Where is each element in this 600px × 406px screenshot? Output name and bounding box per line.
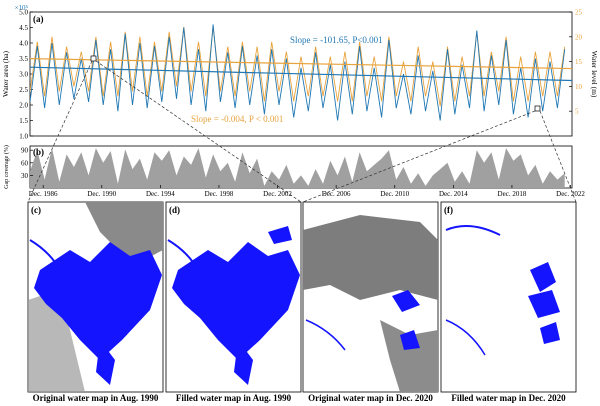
map-f-water-patch-2 [528, 290, 560, 318]
connector-dec-2020-left [302, 110, 536, 203]
panel-f-label: (f) [444, 205, 453, 215]
map-e-gap-region [303, 215, 438, 300]
water-area-slope-annotation: Slope = -101.65, P<0.001 [290, 35, 383, 45]
map-d-river [167, 239, 199, 271]
map-f-frame [440, 201, 577, 393]
map-d-water-body [172, 242, 300, 360]
aug-1990-marker [90, 55, 97, 62]
panel-a-y2label: Water level (m) [590, 51, 599, 98]
panel-b-x-tick-label: Dec. 1998 [205, 190, 234, 198]
panel-b-left-axis: 30 60 90 [21, 147, 33, 180]
connector-aug-1990-left [27, 60, 93, 203]
map-e-water-patch-2 [400, 330, 420, 350]
map-c-river [29, 239, 61, 271]
panel-e-label: (e) [306, 205, 316, 215]
water-level-slope-annotation: Slope = -0.004, P < 0.001 [191, 114, 283, 124]
connector-aug-1990-right [95, 60, 302, 203]
water-area-series-line [30, 24, 566, 121]
connector-lines [27, 60, 577, 203]
connector-dec-2020-right [539, 110, 577, 203]
map-c-caption: Original water map in Aug. 1990 [32, 393, 159, 403]
panel-b-x-tick-label: Dec. 2018 [498, 190, 527, 198]
map-d-water-lobe [234, 340, 253, 385]
panel-b-x-tick-label: Dec. 2002 [263, 190, 292, 198]
panel-a-exponent: ×10⁵ [15, 4, 29, 12]
panel-b-ylabel: Gap coverage (%) [3, 145, 10, 189]
panel-b-left-tick-label: 30 [21, 172, 29, 180]
panel-b-x-tick-label: Dec. 2010 [380, 190, 409, 198]
panel-b-x-tick-label: Dec. 1986 [29, 190, 58, 198]
map-panel-c: (c) [27, 201, 164, 393]
panel-d-label: (d) [169, 205, 180, 215]
panel-a-left-tick-label: 3.0 [19, 71, 28, 79]
panel-a-left-tick-label: 3.5 [19, 55, 28, 63]
panel-a: 1.0 1.5 2.0 2.5 3.0 3.5 4.0 4.5 5.0 5 10 15 20 25 (a… [1, 4, 599, 141]
panel-a-ylabel: Water area (ha) [1, 50, 10, 97]
panel-a-left-tick-label: 5.0 [19, 9, 28, 17]
map-f-river-upper [445, 225, 501, 236]
map-f-caption: Filled water map in Dec. 2020 [451, 393, 566, 403]
map-e-river [305, 319, 346, 351]
panel-a-right-tick-label: 10 [575, 83, 583, 91]
dec-2020-marker [534, 105, 541, 112]
map-panel-e: (e) [302, 201, 439, 393]
panel-a-right-tick-label: 20 [575, 33, 583, 41]
map-c-water-body [34, 242, 162, 360]
panel-b-x-tick-label: Dec. 2022 [556, 190, 585, 198]
panel-a-label: (a) [33, 14, 44, 24]
water-area-trend-line [30, 66, 572, 82]
panel-b-x-axis: Dec. 1986 Dec. 1990 Dec. 1994 Dec. 1998 Dec.… [29, 185, 585, 198]
water-level-trend-line [30, 58, 572, 70]
map-panel-d: (d) [165, 201, 302, 393]
panel-b-left-tick-label: 60 [21, 159, 29, 167]
map-d-caption: Filled water map in Aug. 1990 [175, 393, 292, 403]
panel-b-x-tick-label: Dec. 1994 [146, 190, 175, 198]
panel-b-label: (b) [33, 147, 44, 157]
map-c-water-lobe [96, 340, 115, 385]
panel-a-right-tick-label: 15 [575, 58, 583, 66]
panel-a-right-tick-label: 5 [575, 108, 579, 116]
map-d-water-patch [268, 226, 292, 244]
panel-a-left-tick-label: 2.0 [19, 102, 28, 110]
map-e-gap-region-lower [380, 320, 438, 392]
panel-b-x-tick-label: Dec. 2014 [439, 190, 468, 198]
map-c-gap-region [85, 202, 163, 262]
map-f-water-patch-1 [530, 262, 556, 292]
map-f-river-lower [445, 319, 486, 356]
panel-a-right-axis: 5 10 15 20 25 [569, 9, 583, 116]
map-c-gap-region-left [28, 290, 85, 392]
gap-coverage-area [30, 148, 565, 188]
panel-a-left-tick-label: 2.5 [19, 86, 28, 94]
map-f-water-patch-3 [540, 322, 560, 344]
panel-a-right-tick-label: 25 [575, 9, 583, 17]
map-e-water-patch-1 [392, 290, 420, 312]
panel-b-x-tick-label: Dec. 2006 [322, 190, 351, 198]
map-panel-f: (f) [440, 201, 577, 393]
panel-a-left-tick-label: 4.0 [19, 40, 28, 48]
panel-a-left-tick-label: 1.0 [19, 133, 28, 141]
panel-c-label: (c) [31, 205, 41, 215]
panel-b-left-tick-label: 90 [21, 147, 29, 155]
panel-a-left-tick-label: 1.5 [19, 117, 28, 125]
panel-a-left-tick-label: 4.5 [19, 24, 28, 32]
panel-b-x-tick-label: Dec. 1990 [87, 190, 116, 198]
map-e-caption: Original water map in Dec. 2020 [308, 393, 433, 403]
